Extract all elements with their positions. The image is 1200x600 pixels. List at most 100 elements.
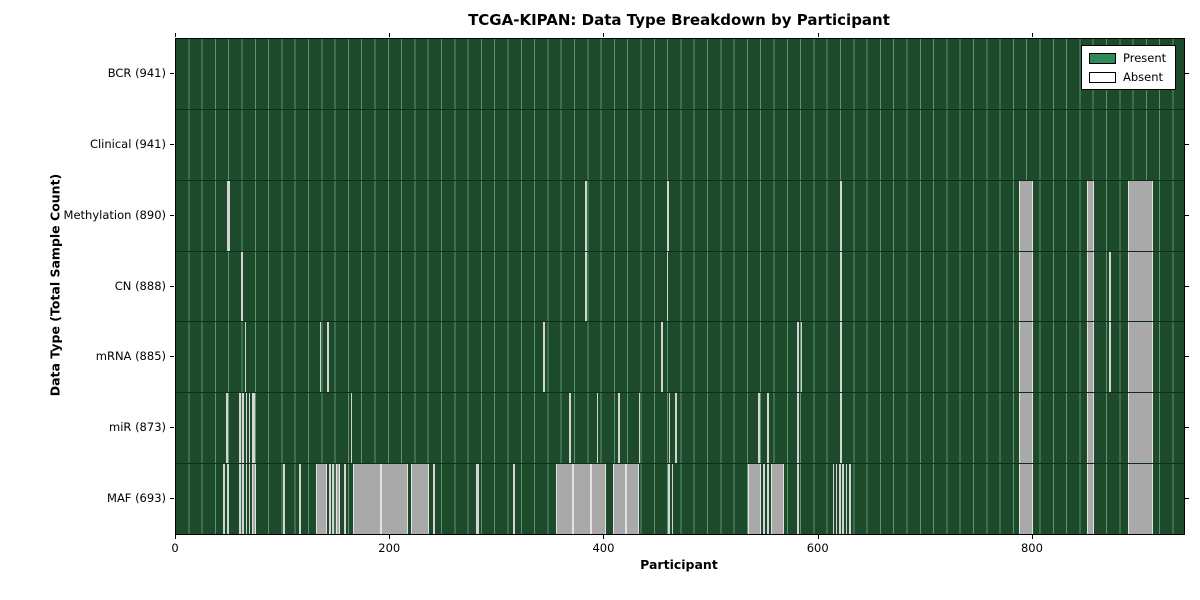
absent-stripe [283,464,285,535]
absent-stripe [319,322,322,393]
y-tick-mark [1184,285,1189,287]
absent-stripe [797,322,799,393]
x-tick-label: 0 [171,541,179,555]
absent-stripe [585,251,587,322]
absent-stripe [668,393,671,464]
y-tick-mark [170,214,174,216]
absent-swatch-icon [1089,71,1116,83]
absent-stripe [329,464,331,535]
absent-stripe [245,393,248,464]
y-tick-label-maf: MAF (693) [107,490,166,505]
absent-stripe [248,464,251,535]
x-tick-mark [817,32,819,37]
absent-stripe [227,464,229,535]
absent-stripe [596,393,599,464]
absent-stripe [573,464,591,535]
legend-present-label: Present [1123,51,1167,65]
absent-stripe [797,393,799,464]
y-tick-mark [170,285,174,287]
absent-stripe [1109,322,1111,393]
y-tick-mark [1184,214,1189,216]
absent-stripe [299,464,301,535]
absent-stripe [1019,180,1033,251]
absent-stripe [252,464,257,535]
absent-stripe [380,464,409,535]
legend: Present Absent [1081,45,1177,90]
absent-stripe [625,464,639,535]
absent-stripe [1086,322,1094,393]
absent-stripe [757,393,760,464]
absent-stripe [842,464,844,535]
absent-stripe [840,393,842,464]
x-tick-mark [175,534,176,539]
absent-stripe [585,180,588,251]
absent-stripe [244,322,247,393]
absent-stripe [1128,180,1153,251]
y-tick-mark [170,73,174,75]
absent-stripe [748,464,761,535]
absent-stripe [763,464,765,535]
absent-stripe [1128,393,1153,464]
x-tick-mark [389,32,391,37]
absent-stripe [832,464,835,535]
x-tick-label: 800 [1020,541,1043,555]
y-tick-mark [1184,356,1189,358]
absent-stripe [316,464,328,535]
legend-absent-label: Absent [1123,70,1164,84]
heatmap-rows [176,39,1184,535]
absent-stripe [344,464,346,535]
y-tick-label-mir: miR (873) [109,419,166,434]
absent-stripe [1109,251,1111,322]
absent-stripe [848,464,851,535]
absent-stripe [1086,464,1094,535]
absent-stripe [239,393,241,464]
absent-stripe [667,464,670,535]
absent-stripe [835,464,838,535]
y-tick-mark [1184,73,1189,75]
absent-stripe [332,464,334,535]
x-tick-label: 200 [378,541,401,555]
row-mir [176,393,1184,465]
absent-stripe [767,464,770,535]
row-mrna [176,322,1184,394]
absent-stripe [327,322,330,393]
absent-stripe [242,393,244,464]
y-tick-mark [170,144,174,146]
y-tick-mark [1184,144,1189,146]
absent-stripe [590,464,606,535]
x-tick-mark [389,534,391,539]
absent-stripe [613,464,626,535]
absent-stripe [666,180,669,251]
absent-stripe [797,464,799,535]
x-tick-mark [175,32,176,37]
absent-stripe [241,251,244,322]
row-maf [176,464,1184,535]
absent-stripe [767,393,770,464]
absent-stripe [1019,322,1033,393]
absent-stripe [335,464,340,535]
x-tick-mark [1031,32,1033,37]
absent-stripe [671,464,674,535]
y-tick-label-clinical: Clinical (941) [89,137,166,152]
absent-stripe [840,322,842,393]
row-methylation [176,180,1184,252]
row-cn [176,251,1184,323]
absent-stripe [556,464,574,535]
absent-stripe [410,464,429,535]
absent-stripe [1019,251,1033,322]
y-tick-mark [170,426,174,428]
chart-title: TCGA-KIPAN: Data Type Breakdown by Parti… [468,11,890,29]
legend-item-absent: Absent [1089,70,1166,84]
absent-stripe [226,393,228,464]
absent-stripe [350,393,353,464]
y-tick-label-cn: CN (888) [114,278,166,293]
absent-stripe [248,393,251,464]
x-tick-mark [1031,534,1033,539]
x-axis-label: Participant [640,557,718,572]
legend-item-present: Present [1089,51,1166,65]
absent-stripe [239,464,241,535]
y-tick-label-bcr: BCR (941) [107,66,166,81]
y-tick-mark [1184,497,1189,499]
absent-stripe [638,393,641,464]
absent-stripe [1128,322,1153,393]
